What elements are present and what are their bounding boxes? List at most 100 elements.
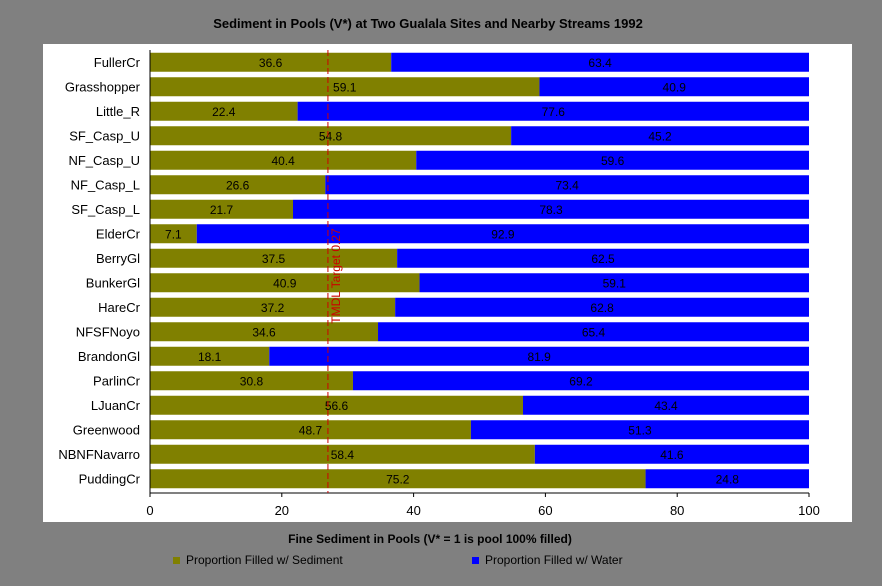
bar-value-label-water-LJuanCr: 43.4 (654, 399, 678, 413)
bar-sediment-PuddingCr (150, 469, 646, 489)
bar-water-Grasshopper (539, 77, 809, 97)
legend-label-sediment: Proportion Filled w/ Sediment (186, 553, 343, 567)
tmdl-target-label: TMDL Target 0.27 (329, 228, 343, 324)
x-tick-label-0: 0 (146, 503, 153, 518)
bar-sediment-ParlinCr (150, 371, 353, 391)
bar-sediment-Grasshopper (150, 77, 540, 97)
bar-water-LJuanCr (522, 395, 809, 415)
bar-value-label-water-ElderCr: 92.9 (491, 227, 515, 241)
x-tick-label-60: 60 (538, 503, 552, 518)
bar-water-PuddingCr (645, 469, 809, 489)
bar-value-label-sediment-Greenwood: 48.7 (299, 423, 323, 437)
bar-sediment-LJuanCr (150, 395, 523, 415)
bar-value-label-sediment-BrandonGl: 18.1 (198, 350, 222, 364)
bar-water-HareCr (395, 297, 809, 317)
bar-water-NBNFNavarro (534, 444, 809, 464)
bar-value-label-water-BunkerGl: 59.1 (603, 276, 627, 290)
bar-value-label-sediment-ElderCr: 7.1 (165, 227, 182, 241)
bar-water-ParlinCr (352, 371, 809, 391)
y-tick-label-FullerCr: FullerCr (94, 55, 141, 70)
y-tick-label-ElderCr: ElderCr (96, 226, 141, 241)
legend-label-water: Proportion Filled w/ Water (485, 553, 623, 567)
bar-sediment-BerryGl (150, 248, 398, 268)
y-tick-label-PuddingCr: PuddingCr (79, 471, 141, 486)
bar-sediment-NFSFNoyo (150, 322, 379, 342)
bar-value-label-water-Little_R: 77.6 (542, 105, 566, 119)
legend-swatch-water (472, 556, 479, 564)
bar-value-label-water-FullerCr: 63.4 (588, 56, 612, 70)
y-tick-label-NF_Casp_L: NF_Casp_L (71, 177, 140, 192)
bar-value-label-sediment-LJuanCr: 56.6 (325, 399, 349, 413)
bar-water-BunkerGl (419, 273, 809, 293)
y-tick-label-HareCr: HareCr (98, 300, 141, 315)
bar-sediment-SF_Casp_U (150, 126, 512, 146)
legend-swatch-sediment (173, 556, 180, 564)
y-tick-label-NF_Casp_U: NF_Casp_U (68, 153, 140, 168)
y-tick-label-Grasshopper: Grasshopper (65, 79, 141, 94)
bar-value-label-sediment-BerryGl: 37.5 (262, 252, 286, 266)
bar-sediment-FullerCr (150, 52, 392, 72)
bar-value-label-water-Greenwood: 51.3 (628, 423, 652, 437)
y-tick-label-BunkerGl: BunkerGl (86, 275, 140, 290)
x-tick-label-20: 20 (275, 503, 289, 518)
bar-value-label-water-Grasshopper: 40.9 (663, 80, 687, 94)
bar-value-label-sediment-SF_Casp_L: 21.7 (210, 203, 234, 217)
bar-sediment-Little_R (150, 101, 298, 121)
bar-value-label-water-NF_Casp_L: 73.4 (555, 178, 579, 192)
bar-sediment-BrandonGl (150, 346, 270, 366)
y-tick-label-Greenwood: Greenwood (73, 422, 140, 437)
x-axis-title: Fine Sediment in Pools (V* = 1 is pool 1… (288, 532, 572, 546)
bar-value-label-water-SF_Casp_L: 78.3 (539, 203, 563, 217)
bar-value-label-water-NF_Casp_U: 59.6 (601, 154, 625, 168)
y-tick-label-BerryGl: BerryGl (96, 251, 140, 266)
legend-item-sediment: Proportion Filled w/ Sediment (173, 552, 343, 568)
bar-value-label-water-BrandonGl: 81.9 (527, 350, 551, 364)
bar-water-BrandonGl (269, 346, 809, 366)
x-tick-label-100: 100 (798, 503, 820, 518)
bar-value-label-sediment-Little_R: 22.4 (212, 105, 236, 119)
bar-water-ElderCr (196, 224, 809, 244)
legend-item-water: Proportion Filled w/ Water (472, 552, 623, 568)
bar-sediment-Greenwood (150, 420, 471, 440)
bar-water-SF_Casp_U (511, 126, 809, 146)
bar-value-label-water-NFSFNoyo: 65.4 (582, 325, 606, 339)
y-tick-label-BrandonGl: BrandonGl (78, 349, 140, 364)
y-tick-label-Little_R: Little_R (96, 104, 140, 119)
bar-value-label-water-NBNFNavarro: 41.6 (660, 448, 684, 462)
bar-value-label-sediment-HareCr: 37.2 (261, 301, 285, 315)
y-tick-label-LJuanCr: LJuanCr (91, 398, 141, 413)
bar-sediment-BunkerGl (150, 273, 420, 293)
y-tick-label-SF_Casp_U: SF_Casp_U (69, 128, 140, 143)
bar-water-Greenwood (470, 420, 809, 440)
bar-value-label-sediment-BunkerGl: 40.9 (273, 276, 297, 290)
x-tick-label-40: 40 (406, 503, 420, 518)
bar-value-label-water-ParlinCr: 69.2 (569, 374, 593, 388)
bar-sediment-HareCr (150, 297, 396, 317)
bar-value-label-sediment-NF_Casp_L: 26.6 (226, 178, 250, 192)
bar-value-label-sediment-NF_Casp_U: 40.4 (271, 154, 295, 168)
bar-value-label-water-SF_Casp_U: 45.2 (648, 129, 672, 143)
bar-sediment-NF_Casp_L (150, 175, 326, 195)
bar-water-Little_R (297, 101, 809, 121)
bar-sediment-NBNFNavarro (150, 444, 535, 464)
bar-water-NFSFNoyo (378, 322, 809, 342)
bar-water-NF_Casp_U (416, 150, 809, 170)
y-tick-label-ParlinCr: ParlinCr (93, 373, 141, 388)
y-tick-label-SF_Casp_L: SF_Casp_L (71, 202, 140, 217)
bar-value-label-sediment-NBNFNavarro: 58.4 (331, 448, 355, 462)
bar-water-SF_Casp_L (293, 199, 809, 219)
bar-value-label-sediment-PuddingCr: 75.2 (386, 472, 410, 486)
bar-water-FullerCr (391, 52, 809, 72)
bar-value-label-water-PuddingCr: 24.8 (716, 472, 740, 486)
y-tick-label-NBNFNavarro: NBNFNavarro (58, 447, 140, 462)
bar-value-label-sediment-ParlinCr: 30.8 (240, 374, 264, 388)
bar-value-label-water-BerryGl: 62.5 (591, 252, 615, 266)
bar-value-label-sediment-SF_Casp_U: 54.8 (319, 129, 343, 143)
bar-value-label-sediment-Grasshopper: 59.1 (333, 80, 357, 94)
x-tick-label-80: 80 (670, 503, 684, 518)
bar-value-label-water-HareCr: 62.8 (590, 301, 614, 315)
plot-panel: 36.6 63.4 FullerCr 59.1 40.9 Grasshopper 22.4 7… (43, 44, 852, 522)
bar-sediment-NF_Casp_U (150, 150, 417, 170)
bar-water-NF_Casp_L (325, 175, 809, 195)
bar-chart: 36.6 63.4 FullerCr 59.1 40.9 Grasshopper 22.4 7… (58, 50, 820, 518)
